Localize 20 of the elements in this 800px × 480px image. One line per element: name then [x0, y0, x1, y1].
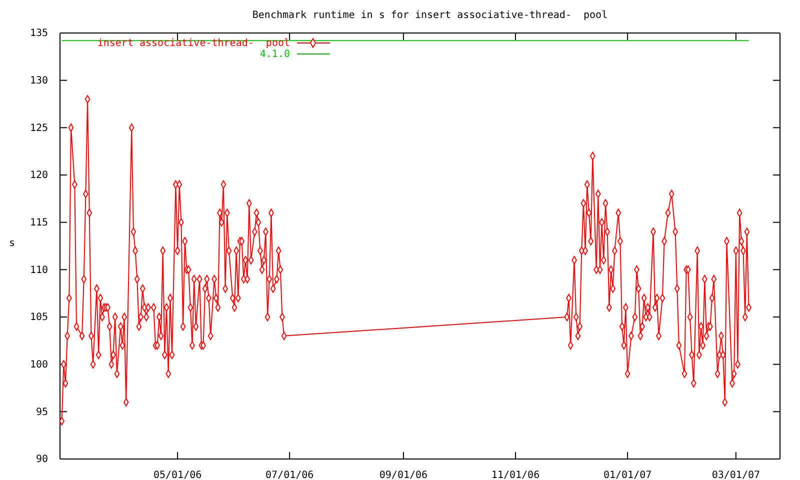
- text: insert associative-thread- pool: [97, 38, 290, 49]
- y-tick-label: 130: [30, 76, 48, 87]
- x-tick-label: 07/01/06: [266, 470, 314, 480]
- y-tick-label: 135: [30, 28, 48, 40]
- y-tick-label: 110: [30, 264, 48, 276]
- y-tick-label: 115: [30, 218, 48, 229]
- x-tick-label: 01/01/07: [603, 470, 652, 480]
- y-axis-title: s: [8, 238, 16, 249]
- y-tick-label: 95: [36, 406, 48, 418]
- y-tick-label: 105: [30, 312, 48, 324]
- x-tick-label: 09/01/06: [379, 470, 428, 480]
- x-tick-label: 05/01/06: [153, 470, 202, 480]
- y-tick-label: 125: [30, 122, 48, 134]
- y-tick-label: 120: [30, 170, 48, 182]
- y-tick-label: 90: [36, 454, 48, 466]
- y-tick-label: 100: [30, 360, 48, 371]
- legend-label: 4.1.0: [260, 49, 290, 60]
- x-tick-label: 03/01/07: [712, 470, 760, 480]
- x-tick-label: 11/01/06: [491, 470, 540, 480]
- chart-title: Benchmark runtime in s for insert associative-thread- pool: [252, 10, 608, 21]
